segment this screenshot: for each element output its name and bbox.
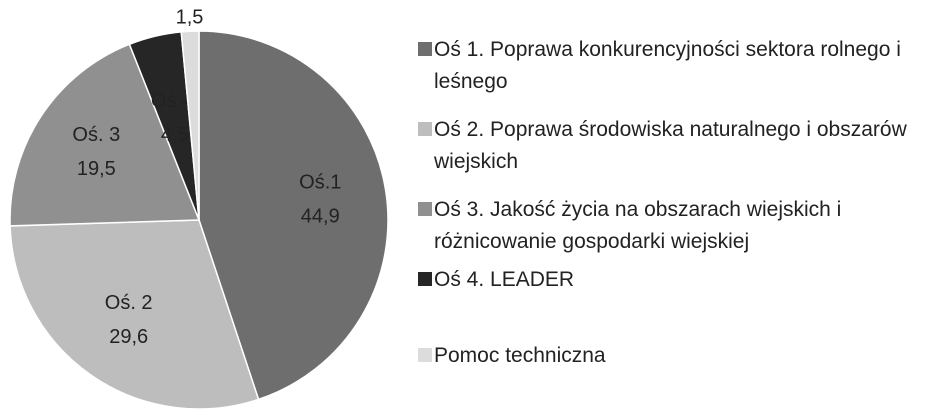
legend-entry: Pomoc techniczna: [418, 340, 928, 372]
legend-label: Oś 2. Poprawa środowiska naturalnego i o…: [434, 118, 907, 173]
slice-label: Oś.1: [299, 172, 341, 194]
value-label: 4,5: [161, 124, 189, 146]
value-label: 29,6: [109, 326, 148, 348]
legend-swatch: [418, 272, 432, 286]
legend-entry: Oś 2. Poprawa środowiska naturalnego i o…: [418, 114, 928, 178]
pie: Oś.144,9Oś. 229,6Oś. 319,5Oś.4.4,51,5: [9, 7, 389, 410]
pie-slice: [180, 30, 200, 221]
pie-slice: [9, 219, 260, 410]
pie-slice: [198, 30, 389, 401]
legend-label: Oś 4. LEADER: [434, 268, 575, 291]
value-label: 44,9: [301, 206, 340, 228]
value-label: 19,5: [77, 158, 116, 180]
legend-swatch: [418, 348, 432, 362]
legend-entry: Oś 3. Jakość życia na obszarach wiejskic…: [418, 194, 928, 258]
slice-label: Oś. 2: [105, 292, 153, 314]
legend-label: Oś 3. Jakość życia na obszarach wiejskic…: [434, 198, 842, 253]
legend-swatch: [418, 122, 432, 136]
legend-swatch: [418, 202, 432, 216]
legend-label: Pomoc techniczna: [434, 344, 606, 367]
legend-entry: Oś 1. Poprawa konkurencyjności sektora r…: [418, 34, 928, 98]
legend-entry: Oś 4. LEADER: [418, 264, 928, 296]
legend-label: Oś 1. Poprawa konkurencyjności sektora r…: [434, 38, 901, 93]
legend-swatch: [418, 42, 432, 56]
slice-label: Oś. 3: [72, 124, 120, 146]
value-label: 1,5: [176, 7, 204, 29]
pie-slice: [9, 43, 201, 227]
